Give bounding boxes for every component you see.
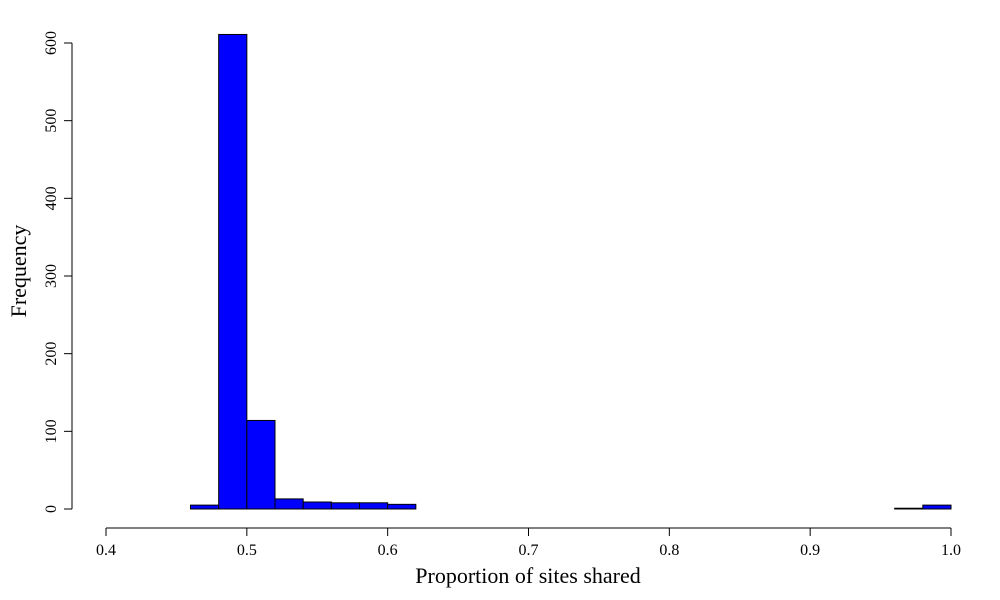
histogram-bar xyxy=(387,503,417,510)
x-tick-label: 1.0 xyxy=(941,542,961,559)
histogram-bar xyxy=(218,33,248,510)
y-axis: 0 100 200 300 400 500 600 xyxy=(43,31,73,513)
histogram-bar xyxy=(330,502,360,510)
y-tick-label: 600 xyxy=(43,31,60,55)
y-tick-label: 300 xyxy=(43,264,60,288)
y-tick-label: 400 xyxy=(43,186,60,210)
histogram-bar xyxy=(922,504,952,510)
histogram-bar xyxy=(359,502,389,510)
histogram-bar xyxy=(246,419,276,510)
x-tick-label: 0.5 xyxy=(237,542,257,559)
y-tick-label: 100 xyxy=(43,419,60,443)
histogram-bar xyxy=(302,501,332,510)
y-tick-label: 0 xyxy=(43,505,60,513)
histogram-bars xyxy=(190,33,952,510)
x-tick-label: 0.8 xyxy=(659,542,679,559)
histogram-bar xyxy=(894,507,924,510)
x-tick-label: 0.6 xyxy=(378,542,398,559)
x-tick-label: 0.4 xyxy=(96,542,116,559)
y-tick-label: 200 xyxy=(43,342,60,366)
x-tick-label: 0.9 xyxy=(800,542,820,559)
y-tick-label: 500 xyxy=(43,109,60,133)
histogram-bar xyxy=(190,504,220,510)
histogram-bar xyxy=(274,498,304,510)
x-axis: 0.4 0.5 0.6 0.7 0.8 0.9 1.0 xyxy=(96,527,961,559)
y-axis-title: Frequency xyxy=(6,225,31,318)
x-tick-label: 0.7 xyxy=(519,542,539,559)
x-axis-title: Proportion of sites shared xyxy=(415,563,640,588)
